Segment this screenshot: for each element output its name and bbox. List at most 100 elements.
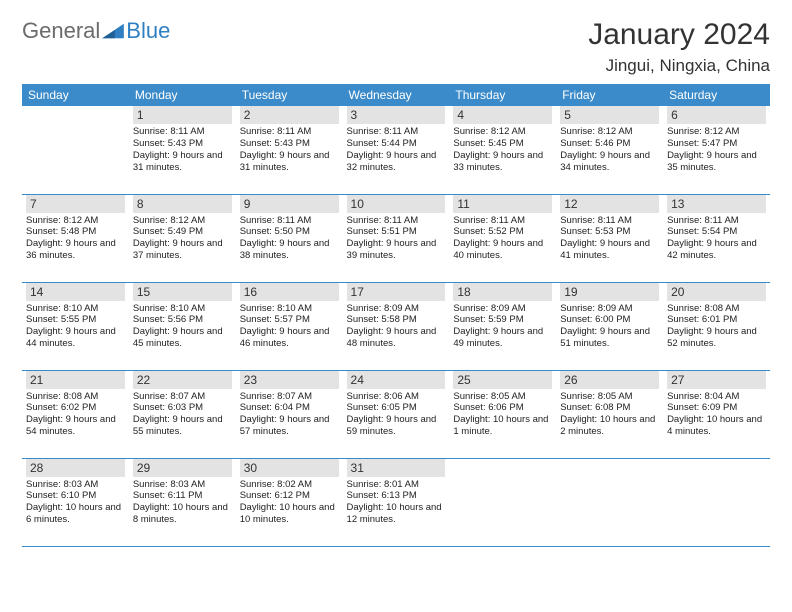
calendar-week-row: 14Sunrise: 8:10 AMSunset: 5:55 PMDayligh… xyxy=(22,282,770,370)
daylight-text: Daylight: 9 hours and 42 minutes. xyxy=(667,238,766,262)
sunset-text: Sunset: 5:46 PM xyxy=(560,138,659,150)
day-number: 4 xyxy=(453,106,552,124)
calendar-day-cell: 29Sunrise: 8:03 AMSunset: 6:11 PMDayligh… xyxy=(129,458,236,546)
sunset-text: Sunset: 5:43 PM xyxy=(133,138,232,150)
logo: General Blue xyxy=(22,18,170,44)
sunset-text: Sunset: 5:53 PM xyxy=(560,226,659,238)
calendar-week-row: 28Sunrise: 8:03 AMSunset: 6:10 PMDayligh… xyxy=(22,458,770,546)
daylight-text: Daylight: 9 hours and 59 minutes. xyxy=(347,414,446,438)
sunrise-text: Sunrise: 8:02 AM xyxy=(240,479,339,491)
calendar-day-cell: 16 Sunrise: 8:10 AMSunset: 5:57 PMDayligh… xyxy=(236,282,343,370)
daylight-text: Daylight: 9 hours and 31 minutes. xyxy=(240,150,339,174)
sunset-text: Sunset: 6:01 PM xyxy=(667,314,766,326)
day-number: 10 xyxy=(347,195,446,213)
sunset-text: Sunset: 6:13 PM xyxy=(347,490,446,502)
day-details: Sunrise: 8:11 AMSunset: 5:44 PMDaylight:… xyxy=(347,126,446,174)
calendar-day-cell: 24Sunrise: 8:06 AMSunset: 6:05 PMDayligh… xyxy=(343,370,450,458)
daylight-text: Daylight: 9 hours and 34 minutes. xyxy=(560,150,659,174)
sunrise-text: Sunrise: 8:11 AM xyxy=(347,126,446,138)
sunrise-text: Sunrise: 8:12 AM xyxy=(133,215,232,227)
daylight-text: Daylight: 9 hours and 35 minutes. xyxy=(667,150,766,174)
calendar-day-cell: 5Sunrise: 8:12 AMSunset: 5:46 PMDaylight… xyxy=(556,106,663,194)
sunrise-text: Sunrise: 8:10 AM xyxy=(133,303,232,315)
daylight-text: Daylight: 9 hours and 48 minutes. xyxy=(347,326,446,350)
day-details: Sunrise: 8:11 AMSunset: 5:54 PMDaylight:… xyxy=(667,215,766,263)
daylight-text: Daylight: 9 hours and 51 minutes. xyxy=(560,326,659,350)
sunrise-text: Sunrise: 8:08 AM xyxy=(26,391,125,403)
sunrise-text: Sunrise: 8:12 AM xyxy=(667,126,766,138)
day-number: 16 xyxy=(240,283,339,301)
day-number: 27 xyxy=(667,371,766,389)
daylight-text: Daylight: 9 hours and 38 minutes. xyxy=(240,238,339,262)
daylight-text: Daylight: 9 hours and 52 minutes. xyxy=(667,326,766,350)
sunset-text: Sunset: 5:44 PM xyxy=(347,138,446,150)
sunrise-text: Sunrise: 8:11 AM xyxy=(240,215,339,227)
sunrise-text: Sunrise: 8:03 AM xyxy=(26,479,125,491)
daylight-text: Daylight: 9 hours and 46 minutes. xyxy=(240,326,339,350)
daylight-text: Daylight: 9 hours and 33 minutes. xyxy=(453,150,552,174)
sunset-text: Sunset: 6:08 PM xyxy=(560,402,659,414)
weekday-header: Monday xyxy=(129,84,236,106)
day-number: 1 xyxy=(133,106,232,124)
sunset-text: Sunset: 5:52 PM xyxy=(453,226,552,238)
calendar-table: Sunday Monday Tuesday Wednesday Thursday… xyxy=(22,84,770,547)
sunrise-text: Sunrise: 8:11 AM xyxy=(453,215,552,227)
day-number: 29 xyxy=(133,459,232,477)
location: Jingui, Ningxia, China xyxy=(588,56,770,76)
sunrise-text: Sunrise: 8:09 AM xyxy=(453,303,552,315)
sunrise-text: Sunrise: 8:04 AM xyxy=(667,391,766,403)
sunrise-text: Sunrise: 8:11 AM xyxy=(133,126,232,138)
sunrise-text: Sunrise: 8:06 AM xyxy=(347,391,446,403)
calendar-day-cell: 2Sunrise: 8:11 AMSunset: 5:43 PMDaylight… xyxy=(236,106,343,194)
day-details: Sunrise: 8:12 AMSunset: 5:45 PMDaylight:… xyxy=(453,126,552,174)
daylight-text: Daylight: 9 hours and 32 minutes. xyxy=(347,150,446,174)
sunset-text: Sunset: 5:49 PM xyxy=(133,226,232,238)
daylight-text: Daylight: 9 hours and 45 minutes. xyxy=(133,326,232,350)
sunset-text: Sunset: 5:58 PM xyxy=(347,314,446,326)
day-details: Sunrise: 8:06 AMSunset: 6:05 PMDaylight:… xyxy=(347,391,446,439)
calendar-day-cell: 9Sunrise: 8:11 AMSunset: 5:50 PMDaylight… xyxy=(236,194,343,282)
day-number: 7 xyxy=(26,195,125,213)
day-number: 20 xyxy=(667,283,766,301)
daylight-text: Daylight: 10 hours and 10 minutes. xyxy=(240,502,339,526)
day-details: Sunrise: 8:08 AMSunset: 6:01 PMDaylight:… xyxy=(667,303,766,351)
day-details: Sunrise: 8:10 AMSunset: 5:56 PMDaylight:… xyxy=(133,303,232,351)
calendar-day-cell: 10Sunrise: 8:11 AMSunset: 5:51 PMDayligh… xyxy=(343,194,450,282)
sunrise-text: Sunrise: 8:12 AM xyxy=(26,215,125,227)
sunrise-text: Sunrise: 8:11 AM xyxy=(240,126,339,138)
day-number: 14 xyxy=(26,283,125,301)
sunrise-text: Sunrise: 8:01 AM xyxy=(347,479,446,491)
sunrise-text: Sunrise: 8:11 AM xyxy=(667,215,766,227)
sunset-text: Sunset: 6:00 PM xyxy=(560,314,659,326)
calendar-day-cell: 3 Sunrise: 8:11 AMSunset: 5:44 PMDaylight… xyxy=(343,106,450,194)
logo-text-blue: Blue xyxy=(126,18,170,44)
sunrise-text: Sunrise: 8:12 AM xyxy=(560,126,659,138)
daylight-text: Daylight: 10 hours and 6 minutes. xyxy=(26,502,125,526)
calendar-day-cell xyxy=(556,458,663,546)
day-details: Sunrise: 8:07 AMSunset: 6:04 PMDaylight:… xyxy=(240,391,339,439)
day-details: Sunrise: 8:10 AMSunset: 5:57 PMDaylight:… xyxy=(240,303,339,351)
weekday-header: Saturday xyxy=(663,84,770,106)
sunrise-text: Sunrise: 8:07 AM xyxy=(133,391,232,403)
calendar-day-cell: 21Sunrise: 8:08 AMSunset: 6:02 PMDayligh… xyxy=(22,370,129,458)
sunset-text: Sunset: 6:11 PM xyxy=(133,490,232,502)
calendar-day-cell: 30Sunrise: 8:02 AMSunset: 6:12 PMDayligh… xyxy=(236,458,343,546)
calendar-week-row: 21Sunrise: 8:08 AMSunset: 6:02 PMDayligh… xyxy=(22,370,770,458)
header: General Blue January 2024 Jingui, Ningxi… xyxy=(22,18,770,76)
sunrise-text: Sunrise: 8:05 AM xyxy=(453,391,552,403)
sunrise-text: Sunrise: 8:11 AM xyxy=(560,215,659,227)
day-number: 31 xyxy=(347,459,446,477)
day-details: Sunrise: 8:12 AMSunset: 5:48 PMDaylight:… xyxy=(26,215,125,263)
day-number: 3 xyxy=(347,106,446,124)
calendar-day-cell xyxy=(449,458,556,546)
sunset-text: Sunset: 5:47 PM xyxy=(667,138,766,150)
sunrise-text: Sunrise: 8:08 AM xyxy=(667,303,766,315)
day-details: Sunrise: 8:01 AMSunset: 6:13 PMDaylight:… xyxy=(347,479,446,527)
daylight-text: Daylight: 10 hours and 1 minute. xyxy=(453,414,552,438)
calendar-day-cell: 28Sunrise: 8:03 AMSunset: 6:10 PMDayligh… xyxy=(22,458,129,546)
sunset-text: Sunset: 5:54 PM xyxy=(667,226,766,238)
sunset-text: Sunset: 6:09 PM xyxy=(667,402,766,414)
sunset-text: Sunset: 5:50 PM xyxy=(240,226,339,238)
sunset-text: Sunset: 6:10 PM xyxy=(26,490,125,502)
day-number: 13 xyxy=(667,195,766,213)
